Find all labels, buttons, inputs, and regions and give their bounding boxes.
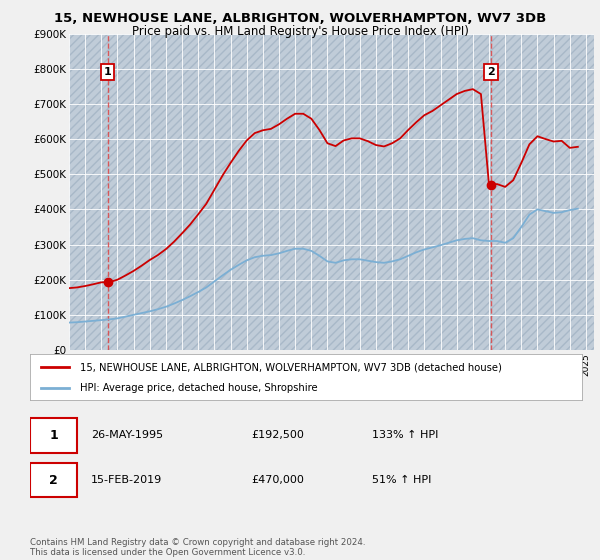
Text: Contains HM Land Registry data © Crown copyright and database right 2024.
This d: Contains HM Land Registry data © Crown c…: [30, 538, 365, 557]
Text: 51% ↑ HPI: 51% ↑ HPI: [372, 475, 431, 485]
Text: £470,000: £470,000: [251, 475, 304, 485]
FancyBboxPatch shape: [30, 418, 77, 452]
Text: £192,500: £192,500: [251, 431, 304, 440]
Text: 133% ↑ HPI: 133% ↑ HPI: [372, 431, 439, 440]
Text: HPI: Average price, detached house, Shropshire: HPI: Average price, detached house, Shro…: [80, 382, 317, 393]
FancyBboxPatch shape: [30, 463, 77, 497]
Text: 2: 2: [487, 67, 495, 77]
Text: 26-MAY-1995: 26-MAY-1995: [91, 431, 163, 440]
Text: 2: 2: [49, 474, 58, 487]
Text: Price paid vs. HM Land Registry's House Price Index (HPI): Price paid vs. HM Land Registry's House …: [131, 25, 469, 38]
Text: 15-FEB-2019: 15-FEB-2019: [91, 475, 162, 485]
Text: 15, NEWHOUSE LANE, ALBRIGHTON, WOLVERHAMPTON, WV7 3DB (detached house): 15, NEWHOUSE LANE, ALBRIGHTON, WOLVERHAM…: [80, 362, 502, 372]
Text: 1: 1: [49, 429, 58, 442]
Text: 15, NEWHOUSE LANE, ALBRIGHTON, WOLVERHAMPTON, WV7 3DB: 15, NEWHOUSE LANE, ALBRIGHTON, WOLVERHAM…: [54, 12, 546, 25]
Text: 1: 1: [104, 67, 112, 77]
